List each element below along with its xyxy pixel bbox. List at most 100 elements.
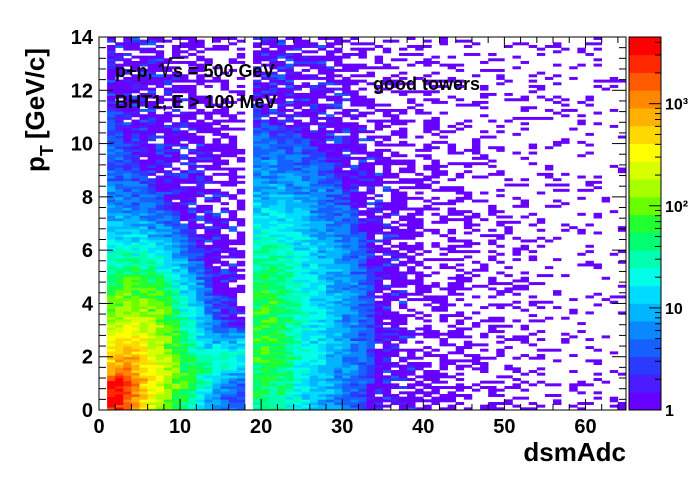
- heatmap-cell: [301, 322, 311, 326]
- heatmap-cell: [139, 55, 148, 59]
- heatmap-cell: [382, 327, 392, 331]
- heatmap-cell: [188, 114, 197, 118]
- heatmap-cell: [350, 170, 359, 174]
- heatmap-cell: [415, 263, 424, 267]
- heatmap-cell: [431, 402, 440, 405]
- heatmap-cell: [309, 55, 319, 59]
- heatmap-cell: [180, 37, 189, 40]
- heatmap-cell: [366, 362, 375, 365]
- heatmap-cell: [309, 340, 319, 344]
- heatmap-cell: [107, 180, 116, 184]
- heatmap-cell: [147, 295, 157, 299]
- heatmap-cell: [277, 180, 286, 184]
- heatmap-cell: [115, 92, 124, 96]
- heatmap-cell: [350, 407, 359, 410]
- heatmap-cell: [326, 316, 335, 320]
- heatmap-cell: [228, 180, 238, 184]
- heatmap-cell: [253, 143, 262, 147]
- heatmap-cell: [415, 154, 424, 158]
- heatmap-cell: [293, 194, 302, 198]
- heatmap-cell: [107, 106, 116, 110]
- heatmap-cell: [171, 282, 181, 286]
- heatmap-cell: [285, 143, 294, 147]
- heatmap-cell: [415, 340, 424, 344]
- heatmap-cell: [415, 396, 424, 400]
- heatmap-cell: [163, 402, 173, 405]
- heatmap-cell: [123, 300, 132, 304]
- heatmap-cell: [439, 252, 448, 256]
- heatmap-cell: [455, 79, 465, 83]
- heatmap-cell: [350, 362, 359, 365]
- heatmap-cell: [212, 130, 221, 134]
- heatmap-cell: [326, 300, 335, 304]
- heatmap-cell: [342, 271, 351, 275]
- heatmap-cell: [326, 212, 335, 216]
- heatmap-cell: [390, 114, 400, 118]
- heatmap-cell: [269, 98, 278, 102]
- heatmap-cell: [171, 172, 181, 176]
- heatmap-cell: [374, 282, 384, 286]
- heatmap-cell: [455, 332, 465, 336]
- heatmap-cell: [180, 146, 189, 150]
- heatmap-cell: [358, 63, 367, 67]
- heatmap-cell: [358, 394, 367, 397]
- heatmap-cell: [115, 300, 124, 304]
- heatmap-cell: [123, 207, 132, 211]
- heatmap-cell: [350, 276, 359, 280]
- heatmap-cell: [277, 119, 286, 123]
- heatmap-cell: [366, 330, 375, 334]
- heatmap-cell: [439, 364, 448, 368]
- heatmap-cell: [390, 122, 400, 126]
- heatmap-cell: [455, 196, 465, 200]
- heatmap-cell: [488, 324, 497, 328]
- heatmap-cell: [366, 151, 375, 155]
- heatmap-cell: [155, 298, 165, 302]
- heatmap-cell: [261, 290, 270, 294]
- heatmap-cell: [390, 268, 400, 272]
- heatmap-cell: [180, 191, 189, 195]
- heatmap-cell: [155, 188, 165, 192]
- heatmap-cell: [512, 287, 521, 291]
- heatmap-cell: [342, 247, 351, 251]
- heatmap-cell: [439, 396, 448, 400]
- heatmap-cell: [374, 311, 384, 315]
- heatmap-cell: [293, 338, 302, 342]
- heatmap-cell: [326, 367, 335, 371]
- heatmap-cell: [382, 250, 392, 254]
- heatmap-cell: [269, 306, 278, 310]
- heatmap-cell: [139, 196, 148, 200]
- heatmap-cell: [236, 274, 246, 278]
- heatmap-cell: [188, 106, 197, 110]
- heatmap-cell: [188, 103, 197, 107]
- heatmap-cell: [204, 175, 213, 179]
- heatmap-cell: [390, 351, 400, 355]
- heatmap-cell: [204, 116, 213, 120]
- heatmap-cell: [447, 236, 457, 240]
- heatmap-cell: [253, 223, 262, 227]
- heatmap-cell: [512, 55, 521, 59]
- heatmap-cell: [277, 103, 286, 107]
- heatmap-cell: [350, 322, 359, 326]
- heatmap-cell: [334, 82, 343, 86]
- heatmap-cell: [309, 298, 319, 302]
- heatmap-cell: [155, 127, 165, 131]
- heatmap-cell: [277, 236, 286, 240]
- heatmap-cell: [139, 399, 148, 403]
- heatmap-cell: [390, 327, 400, 331]
- heatmap-cell: [277, 122, 286, 126]
- heatmap-cell: [374, 287, 384, 291]
- heatmap-cell: [171, 346, 181, 350]
- heatmap-cell: [163, 362, 173, 365]
- heatmap-cell: [180, 226, 189, 230]
- heatmap-cell: [277, 271, 286, 275]
- heatmap-cell: [439, 354, 448, 358]
- heatmap-cell: [277, 76, 286, 80]
- heatmap-cell: [374, 159, 384, 163]
- heatmap-cell: [269, 372, 278, 376]
- heatmap-cell: [342, 362, 351, 365]
- heatmap-cell: [236, 156, 246, 160]
- heatmap-cell: [171, 143, 181, 147]
- heatmap-cell: [228, 242, 238, 246]
- heatmap-cell: [415, 220, 424, 224]
- heatmap-cell: [115, 298, 124, 302]
